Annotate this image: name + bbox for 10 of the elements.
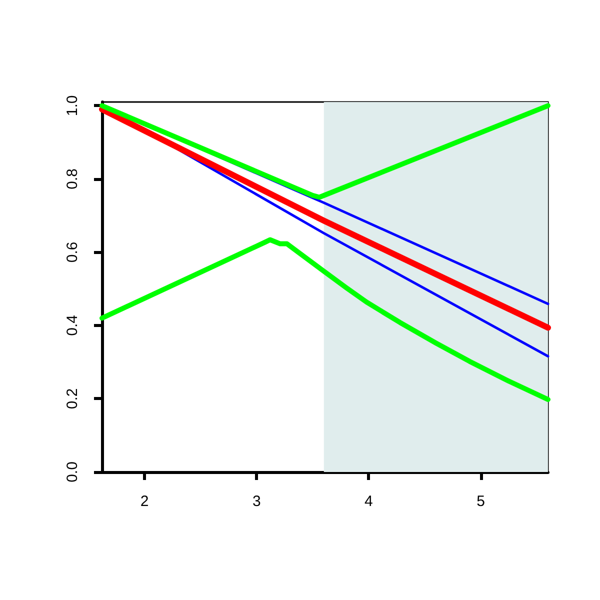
x-tick-label: 4 — [364, 493, 373, 510]
y-tick-label: 1.0 — [64, 95, 81, 116]
y-tick-label: 0.2 — [64, 388, 81, 410]
y-tick-label: 0.0 — [64, 462, 81, 482]
y-tick-label: 0.8 — [64, 168, 81, 190]
y-tick-label: 0.4 — [64, 315, 81, 336]
x-tick-label: 5 — [476, 493, 485, 510]
y-tick-label: 0.6 — [64, 242, 81, 263]
x-tick-label: 3 — [252, 493, 261, 510]
x-tick-label: 2 — [140, 493, 149, 510]
